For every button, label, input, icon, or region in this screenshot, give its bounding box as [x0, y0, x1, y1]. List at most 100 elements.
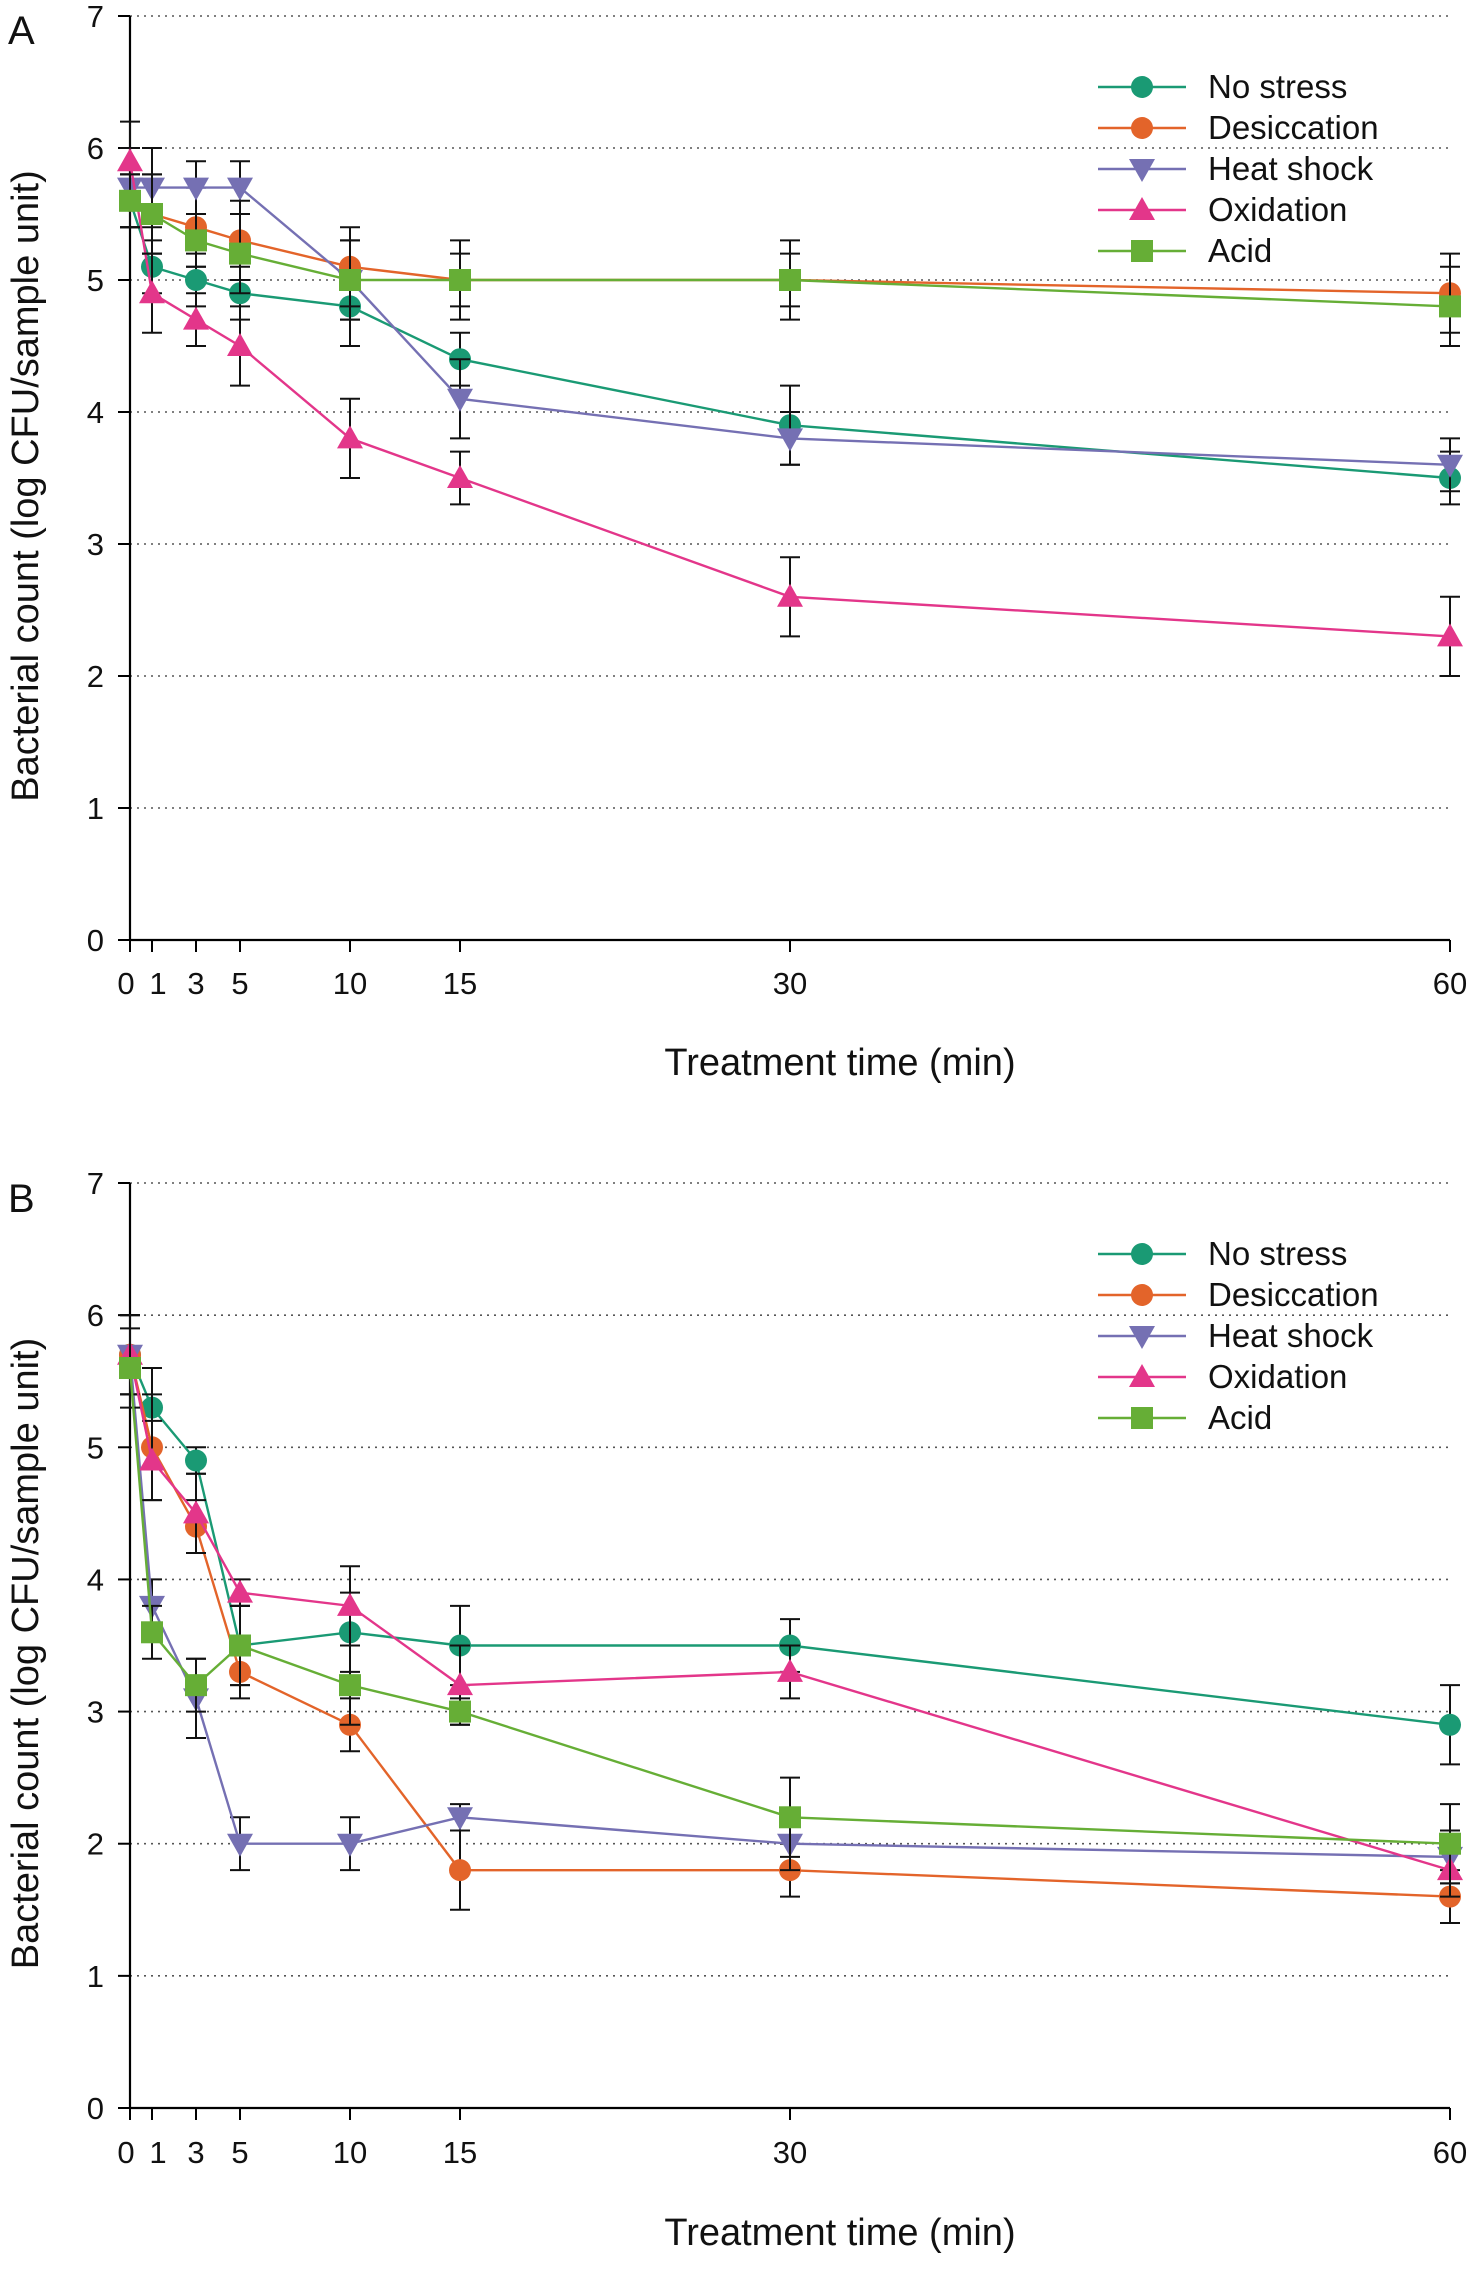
- x-tick-label: 3: [187, 2135, 204, 2170]
- legend-item-desiccation: Desiccation: [1098, 1276, 1379, 1313]
- legend-label: Desiccation: [1208, 1276, 1379, 1313]
- data-point-heat-shock: [447, 1807, 473, 1831]
- data-point-oxidation: [117, 148, 143, 172]
- legend-item-no-stress: No stress: [1098, 1235, 1347, 1272]
- data-point-acid: [449, 1700, 471, 1723]
- data-point-heat-shock: [337, 1833, 363, 1857]
- legend-label: Oxidation: [1208, 191, 1347, 228]
- x-tick-label: 15: [443, 2135, 477, 2170]
- legend-item-acid: Acid: [1098, 1399, 1272, 1436]
- legend-label: No stress: [1208, 1235, 1347, 1272]
- data-point-oxidation: [777, 1658, 803, 1682]
- legend-label: Acid: [1208, 232, 1272, 269]
- data-point-heat-shock: [227, 1833, 253, 1857]
- data-point-heat-shock: [777, 428, 803, 452]
- y-axis-title: Bacterial count (log CFU/sample unit): [5, 1338, 47, 1969]
- data-point-oxidation: [227, 333, 253, 356]
- series-oxidation: [117, 120, 1463, 677]
- data-point-acid: [229, 1634, 251, 1657]
- data-point-acid: [1439, 295, 1461, 318]
- y-tick-label: 1: [87, 791, 104, 826]
- data-point-oxidation: [337, 1592, 363, 1616]
- data-point-acid: [449, 269, 471, 291]
- data-point-no-stress: [1439, 1713, 1461, 1736]
- legend-item-desiccation: Desiccation: [1098, 109, 1379, 146]
- y-tick-label: 3: [87, 1695, 104, 1730]
- y-tick-label: 1: [87, 1959, 104, 1994]
- x-tick-label: 60: [1433, 2135, 1467, 2170]
- data-point-heat-shock: [227, 177, 253, 201]
- legend-item-acid: Acid: [1098, 232, 1272, 269]
- legend-item-oxidation: Oxidation: [1098, 191, 1347, 228]
- legend-marker: [1131, 240, 1153, 262]
- data-point-oxidation: [183, 1500, 209, 1524]
- data-point-acid: [779, 269, 801, 291]
- series-acid: [119, 173, 1461, 347]
- legend-marker: [1131, 117, 1153, 139]
- legend-marker: [1129, 159, 1155, 182]
- x-tick-label: 3: [187, 966, 204, 1001]
- data-point-acid: [119, 189, 141, 212]
- x-tick-label: 30: [773, 2135, 807, 2170]
- legend-label: Oxidation: [1208, 1358, 1347, 1395]
- data-point-oxidation: [1437, 623, 1463, 647]
- legend-label: Desiccation: [1208, 109, 1379, 146]
- x-tick-label: 5: [231, 2135, 248, 2170]
- data-point-desiccation: [449, 1859, 471, 1882]
- y-tick-label: 7: [87, 1166, 104, 1201]
- legend-label: No stress: [1208, 68, 1347, 105]
- y-tick-label: 4: [87, 395, 104, 430]
- data-point-heat-shock: [1437, 454, 1463, 478]
- y-tick-label: 5: [87, 1430, 104, 1465]
- x-axis-title: Treatment time (min): [664, 2212, 1015, 2254]
- legend-item-oxidation: Oxidation: [1098, 1358, 1347, 1395]
- data-point-heat-shock: [183, 177, 209, 201]
- legend-label: Heat shock: [1208, 150, 1374, 187]
- y-tick-label: 2: [87, 1827, 104, 1862]
- data-point-no-stress: [185, 269, 207, 291]
- series-line-no-stress: [128, 1354, 1451, 1726]
- y-tick-label: 4: [87, 1562, 104, 1597]
- data-point-oxidation: [337, 425, 363, 449]
- y-tick-label: 6: [87, 1298, 104, 1333]
- legend-marker: [1129, 197, 1155, 220]
- data-point-oxidation: [447, 465, 473, 488]
- y-tick-label: 5: [87, 263, 104, 298]
- x-tick-label: 60: [1433, 966, 1467, 1001]
- legend-marker: [1131, 1243, 1153, 1265]
- x-tick-label: 1: [149, 966, 166, 1001]
- x-tick-label: 5: [231, 966, 248, 1001]
- panel-label: B: [8, 1177, 35, 1221]
- legend: No stress Desiccation Heat shock Oxidation A…: [1098, 68, 1379, 269]
- data-point-acid: [119, 1357, 141, 1379]
- legend-item-no-stress: No stress: [1098, 68, 1347, 105]
- data-point-acid: [141, 203, 163, 225]
- series-line-heat-shock: [128, 1354, 1451, 1859]
- x-tick-label: 10: [333, 2135, 367, 2170]
- y-axis-title: Bacterial count (log CFU/sample unit): [5, 170, 47, 801]
- data-point-no-stress: [185, 1449, 207, 1472]
- data-point-oxidation: [183, 306, 209, 330]
- data-point-acid: [229, 242, 251, 265]
- legend-label: Acid: [1208, 1399, 1272, 1436]
- data-point-acid: [185, 1674, 207, 1697]
- series-acid: [119, 1327, 1461, 1885]
- legend-marker: [1131, 76, 1153, 98]
- x-tick-label: 15: [443, 966, 477, 1001]
- data-point-acid: [185, 229, 207, 252]
- y-tick-label: 2: [87, 659, 104, 694]
- data-point-oxidation: [139, 1447, 165, 1471]
- series-line-acid: [128, 1367, 1451, 1845]
- data-point-oxidation: [139, 280, 165, 304]
- legend-marker: [1131, 1284, 1153, 1306]
- y-tick-label: 0: [87, 2091, 104, 2126]
- legend-item-heat-shock: Heat shock: [1098, 150, 1374, 187]
- panel-label: A: [8, 9, 35, 53]
- legend-item-heat-shock: Heat shock: [1098, 1317, 1374, 1354]
- y-tick-label: 6: [87, 131, 104, 166]
- x-tick-label: 0: [117, 966, 134, 1001]
- legend-label: Heat shock: [1208, 1317, 1374, 1354]
